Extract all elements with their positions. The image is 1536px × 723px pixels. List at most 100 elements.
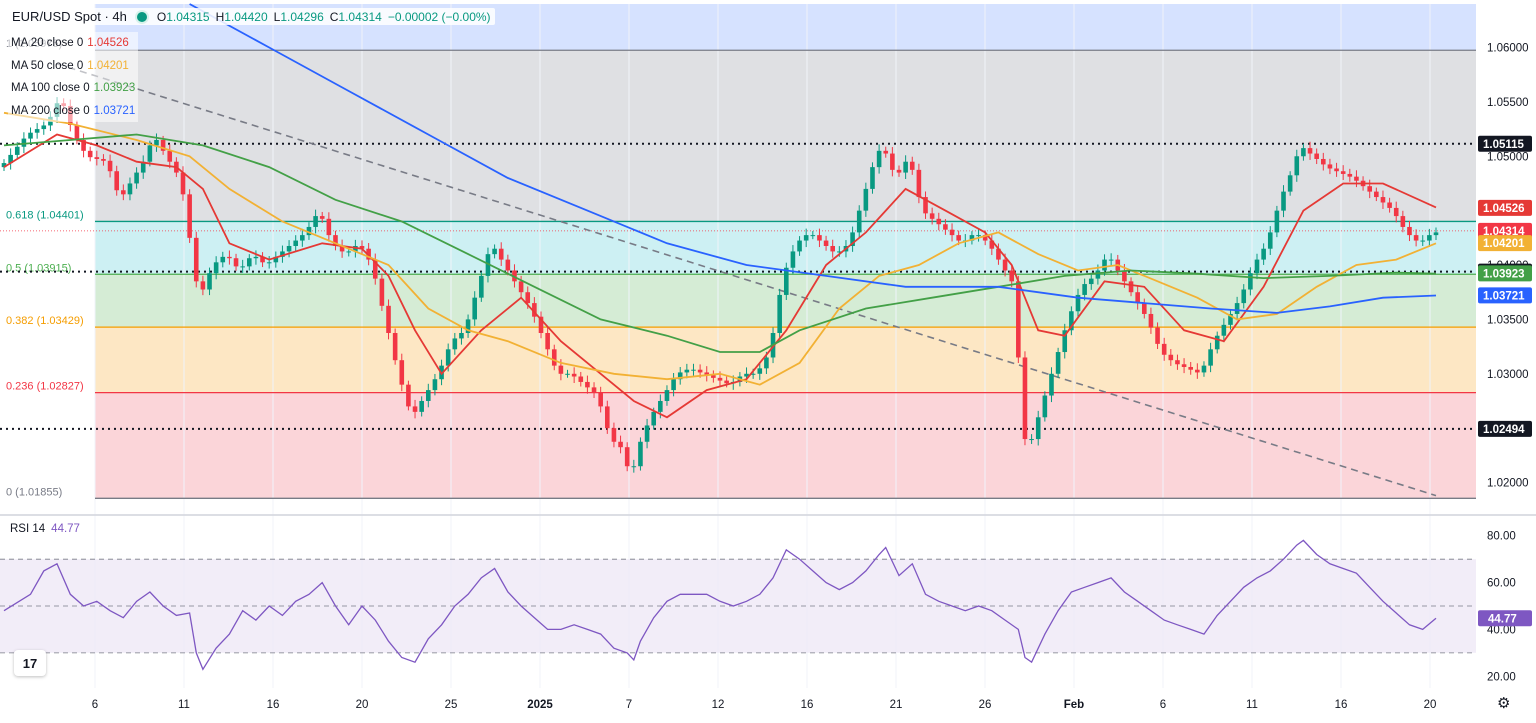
- candle-body[interactable]: [339, 245, 345, 252]
- candle-body[interactable]: [419, 400, 424, 412]
- candle-body[interactable]: [598, 392, 603, 407]
- candle-body[interactable]: [982, 235, 988, 241]
- candle-body[interactable]: [412, 406, 418, 412]
- candle-body[interactable]: [399, 360, 405, 385]
- candle-body[interactable]: [870, 167, 875, 189]
- candle-body[interactable]: [611, 428, 617, 442]
- candle-body[interactable]: [1181, 364, 1187, 367]
- candle-body[interactable]: [1427, 235, 1432, 241]
- candle-body[interactable]: [1393, 207, 1399, 217]
- candle-body[interactable]: [757, 368, 763, 374]
- ma-line[interactable]: [3, 133, 1437, 419]
- candle-body[interactable]: [956, 235, 961, 241]
- candle-body[interactable]: [1294, 156, 1300, 176]
- candle-body[interactable]: [34, 129, 40, 133]
- candle-body[interactable]: [551, 349, 557, 366]
- candle-body[interactable]: [1433, 232, 1439, 236]
- candle-body[interactable]: [624, 447, 630, 467]
- candle-body[interactable]: [823, 240, 829, 246]
- ma-200-legend[interactable]: MA 200 close 0 1.03721: [8, 99, 139, 122]
- candle-body[interactable]: [777, 294, 782, 334]
- candle-body[interactable]: [459, 333, 464, 339]
- candle-body[interactable]: [936, 218, 942, 225]
- candle-body[interactable]: [1095, 270, 1101, 279]
- candle-body[interactable]: [1420, 240, 1426, 242]
- candle-body[interactable]: [465, 319, 471, 334]
- candle-body[interactable]: [286, 245, 292, 252]
- candle-body[interactable]: [1407, 226, 1412, 236]
- candle-body[interactable]: [1254, 259, 1260, 274]
- candle-body[interactable]: [107, 160, 113, 172]
- candle-body[interactable]: [353, 245, 358, 252]
- candle-body[interactable]: [74, 124, 80, 140]
- candle-body[interactable]: [253, 256, 259, 259]
- candle-body[interactable]: [671, 379, 676, 391]
- candle-body[interactable]: [1035, 417, 1041, 440]
- candle-body[interactable]: [591, 387, 597, 393]
- candle-body[interactable]: [445, 349, 451, 366]
- candle-body[interactable]: [1274, 210, 1280, 233]
- candle-body[interactable]: [724, 380, 729, 384]
- candle-body[interactable]: [1168, 354, 1174, 361]
- candle-body[interactable]: [1135, 292, 1140, 304]
- candle-body[interactable]: [1387, 202, 1392, 208]
- candle-body[interactable]: [379, 278, 385, 306]
- candle-body[interactable]: [1029, 439, 1034, 441]
- candle-body[interactable]: [1307, 148, 1313, 154]
- candle-body[interactable]: [744, 373, 749, 377]
- candle-body[interactable]: [306, 226, 312, 236]
- candle-body[interactable]: [260, 256, 265, 263]
- candle-body[interactable]: [485, 254, 491, 276]
- ma-line[interactable]: [3, 133, 1437, 353]
- candle-body[interactable]: [1195, 369, 1200, 373]
- candle-body[interactable]: [479, 275, 484, 298]
- candle-body[interactable]: [1155, 327, 1160, 344]
- candle-body[interactable]: [1069, 311, 1074, 331]
- candle-body[interactable]: [837, 251, 842, 253]
- candle-body[interactable]: [876, 150, 882, 168]
- candle-body[interactable]: [890, 153, 895, 170]
- candle-body[interactable]: [565, 373, 570, 375]
- candle-body[interactable]: [996, 248, 1001, 260]
- candle-body[interactable]: [240, 266, 245, 268]
- candle-body[interactable]: [1374, 191, 1379, 198]
- candle-body[interactable]: [717, 377, 723, 381]
- candle-body[interactable]: [810, 235, 816, 237]
- candle-body[interactable]: [266, 262, 272, 264]
- candle-body[interactable]: [1234, 303, 1240, 314]
- candle-body[interactable]: [498, 248, 504, 260]
- candle-body[interactable]: [452, 338, 458, 350]
- candle-body[interactable]: [1062, 330, 1068, 353]
- candle-body[interactable]: [406, 384, 411, 407]
- candle-body[interactable]: [41, 125, 47, 130]
- candle-body[interactable]: [1248, 273, 1253, 290]
- candle-body[interactable]: [1261, 248, 1266, 260]
- candle-body[interactable]: [1075, 294, 1081, 312]
- candle-body[interactable]: [180, 172, 186, 195]
- candle-body[interactable]: [492, 248, 497, 255]
- rsi-legend[interactable]: RSI 14 44.77: [10, 523, 80, 535]
- candle-body[interactable]: [677, 372, 683, 380]
- candle-body[interactable]: [134, 172, 139, 184]
- price-axis[interactable]: [1476, 0, 1536, 718]
- candle-body[interactable]: [949, 229, 955, 236]
- candle-body[interactable]: [140, 161, 146, 173]
- candle-body[interactable]: [127, 183, 133, 195]
- candle-body[interactable]: [916, 169, 922, 198]
- candle-body[interactable]: [187, 194, 192, 238]
- candle-body[interactable]: [233, 258, 239, 267]
- candle-body[interactable]: [1082, 284, 1087, 295]
- candle-body[interactable]: [1241, 289, 1247, 304]
- candle-body[interactable]: [273, 256, 279, 263]
- candle-body[interactable]: [830, 245, 836, 252]
- candle-body[interactable]: [704, 372, 710, 376]
- candle-body[interactable]: [1088, 278, 1094, 285]
- candle-body[interactable]: [1267, 232, 1273, 249]
- candle-body[interactable]: [989, 240, 995, 249]
- candle-body[interactable]: [525, 292, 531, 304]
- candle-body[interactable]: [558, 365, 564, 374]
- symbol-title[interactable]: EUR/USD Spot · 4h: [12, 9, 127, 24]
- candle-body[interactable]: [604, 406, 610, 429]
- candle-body[interactable]: [856, 210, 862, 233]
- candle-body[interactable]: [585, 381, 590, 388]
